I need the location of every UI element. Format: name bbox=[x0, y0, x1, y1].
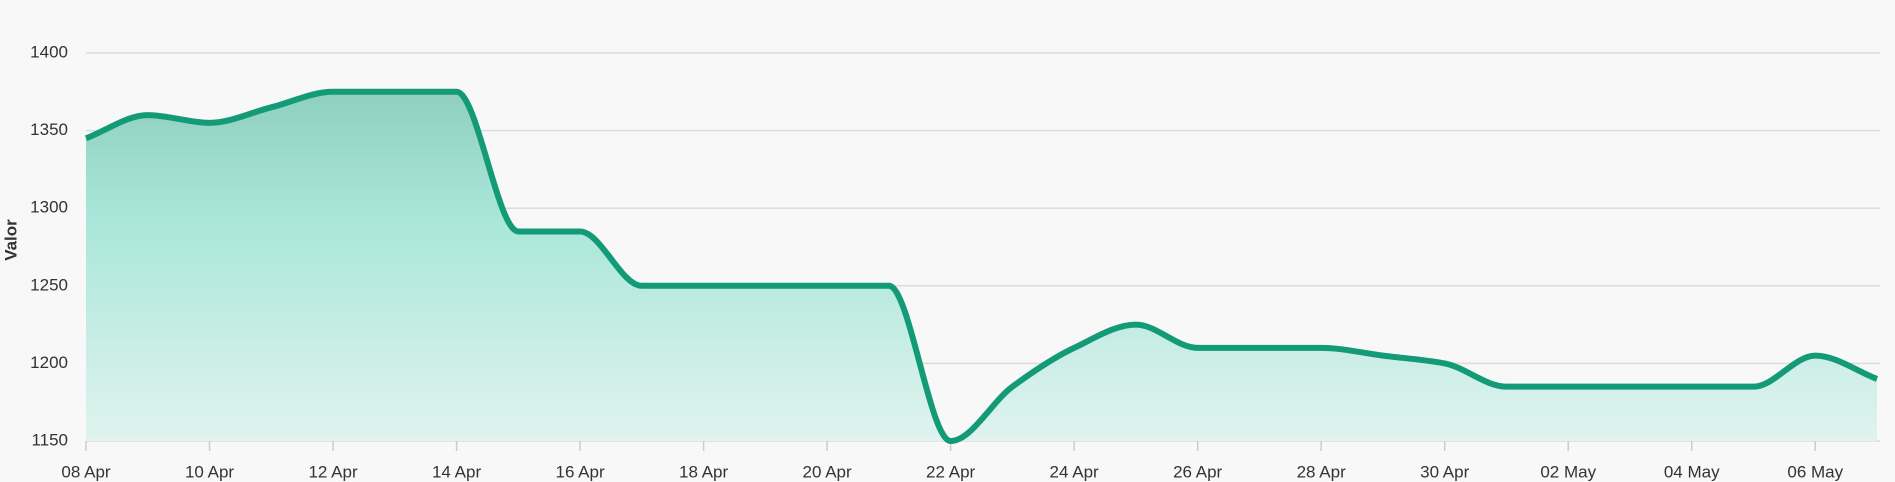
x-tick-label: 14 Apr bbox=[432, 462, 481, 481]
x-tick-label: 16 Apr bbox=[555, 462, 604, 481]
x-tick-label: 28 Apr bbox=[1297, 462, 1346, 481]
x-tick-label: 24 Apr bbox=[1050, 462, 1099, 481]
area bbox=[86, 91, 1877, 442]
y-tick-label: 1400 bbox=[30, 42, 68, 61]
x-tick-label: 26 Apr bbox=[1173, 462, 1222, 481]
x-tick-label: 04 May bbox=[1664, 462, 1720, 481]
x-tick-label: 22 Apr bbox=[926, 462, 975, 481]
x-tick-label: 12 Apr bbox=[308, 462, 357, 481]
x-tick-label: 02 May bbox=[1540, 462, 1596, 481]
y-tick-label: 1300 bbox=[30, 198, 68, 217]
y-tick-label: 1350 bbox=[30, 120, 68, 139]
x-tick-label: 20 Apr bbox=[803, 462, 852, 481]
x-tick-label: 30 Apr bbox=[1420, 462, 1469, 481]
x-tick-label: 06 May bbox=[1787, 462, 1843, 481]
x-tick-label: 08 Apr bbox=[61, 462, 110, 481]
x-tick-label: 18 Apr bbox=[679, 462, 728, 481]
y-axis-label: Valor bbox=[1, 219, 20, 261]
y-tick-label: 1200 bbox=[30, 353, 68, 372]
y-tick-label: 1150 bbox=[31, 430, 68, 449]
y-tick-label: 1250 bbox=[30, 275, 68, 294]
x-tick-label: 10 Apr bbox=[185, 462, 234, 481]
line bbox=[84, 88, 1879, 444]
